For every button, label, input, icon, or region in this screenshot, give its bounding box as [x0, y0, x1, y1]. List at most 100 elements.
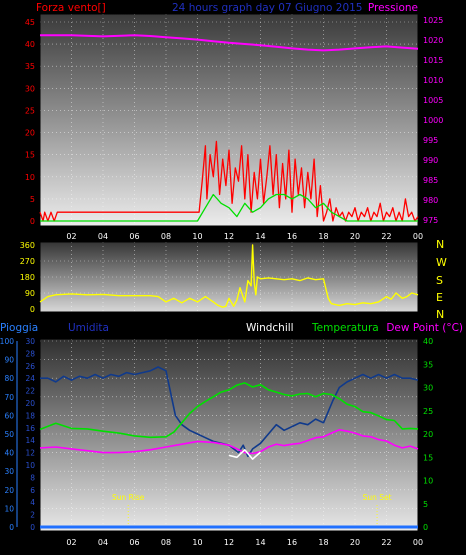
x-tick-label: 12 — [224, 538, 234, 547]
direction-tick-label: 270 — [20, 257, 35, 266]
data-series — [39, 34, 419, 529]
temp-tick-label: 15 — [423, 453, 433, 462]
rain-axis-title: Pioggia — [0, 322, 38, 334]
direction-tick-label: 90 — [25, 289, 35, 298]
direction-tick-label: 180 — [20, 273, 35, 282]
rain-tick-label: 80 — [4, 374, 14, 383]
x-tick-label: 00 — [413, 538, 423, 547]
x-tick-label: 04 — [98, 538, 108, 547]
temp-tick-label: 35 — [423, 360, 433, 369]
humidity-tick-label: 24 — [25, 374, 35, 383]
x-tick-label: 18 — [318, 232, 328, 241]
x-tick-label: 02 — [66, 232, 76, 241]
x-tick-label: 14 — [255, 232, 265, 241]
direction-tick-label: 0 — [30, 305, 35, 314]
temp-tick-label: 30 — [423, 384, 433, 393]
humidity-tick-label: 2 — [30, 511, 35, 520]
x-tick-label: 10 — [192, 232, 202, 241]
temperature-legend: Temperatura — [311, 322, 379, 334]
humidity-tick-label: 28 — [25, 349, 35, 358]
x-tick-label: 10 — [192, 538, 202, 547]
wind-tick-label: 0 — [30, 217, 35, 226]
series-magenta-line — [40, 34, 419, 52]
wind-tick-label: 5 — [30, 195, 35, 204]
wind-tick-label: 10 — [25, 173, 35, 182]
series-windchill-line — [228, 449, 262, 460]
pressure-tick-label: 990 — [423, 156, 438, 165]
x-tick-label: 08 — [161, 538, 171, 547]
series-temperatura-line — [39, 382, 419, 439]
temp-tick-label: 40 — [423, 337, 433, 346]
windchill-legend: Windchill — [246, 322, 294, 334]
humidity-tick-label: 26 — [25, 362, 35, 371]
x-tick-label: 14 — [255, 538, 265, 547]
x-tick-label: 20 — [350, 538, 360, 547]
x-tick-label: 22 — [381, 232, 391, 241]
pressure-tick-label: 1020 — [423, 36, 443, 45]
humidity-tick-label: 18 — [25, 411, 35, 420]
sun-marker-label: Sun Set — [363, 493, 392, 502]
wind-tick-label: 40 — [25, 40, 35, 49]
dewpoint-legend: Dew Point (°C) — [386, 322, 463, 334]
humidity-axis-title: Umidita — [68, 322, 109, 334]
wind-tick-label: 45 — [25, 18, 35, 27]
series-dew-point-line — [39, 429, 419, 455]
compass-s: S — [436, 274, 443, 287]
pressure-tick-label: 1025 — [423, 16, 443, 25]
plot-frame — [39, 241, 419, 313]
humidity-tick-label: 10 — [25, 461, 35, 470]
plot-frame — [39, 13, 419, 227]
series-umidita-line — [40, 366, 419, 458]
rain-tick-label: 10 — [4, 504, 14, 513]
x-tick-label: 20 — [350, 232, 360, 241]
humidity-tick-label: 12 — [25, 449, 35, 458]
rain-tick-label: 0 — [9, 523, 14, 532]
pressure-tick-label: 980 — [423, 196, 438, 205]
rain-tick-label: 90 — [4, 356, 14, 365]
temp-tick-label: 20 — [423, 430, 433, 439]
humidity-tick-label: 22 — [25, 387, 35, 396]
x-tick-label: 06 — [129, 232, 139, 241]
wind-direction-line — [39, 244, 419, 308]
temp-tick-label: 5 — [423, 500, 428, 509]
x-tick-label: 22 — [381, 538, 391, 547]
series-red-line — [39, 140, 419, 222]
wind-direction-plot — [40, 242, 418, 312]
x-tick-label: 04 — [98, 232, 108, 241]
compass-e: E — [436, 291, 443, 304]
rain-tick-label: 100 — [0, 337, 14, 346]
rain-tick-label: 70 — [4, 393, 14, 402]
wind-tick-label: 35 — [25, 62, 35, 71]
direction-tick-label: 360 — [20, 241, 35, 250]
temp-tick-label: 25 — [423, 407, 433, 416]
tick-labels: 0510152025303540459759809859909951000100… — [0, 16, 443, 547]
rain-tick-label: 20 — [4, 486, 14, 495]
x-tick-label: 06 — [129, 538, 139, 547]
compass-n-bottom: N — [436, 308, 444, 321]
humidity-tick-label: 0 — [30, 523, 35, 532]
humidity-tick-label: 6 — [30, 486, 35, 495]
x-tick-label: 12 — [224, 232, 234, 241]
wind-tick-label: 30 — [25, 84, 35, 93]
pressure-tick-label: 995 — [423, 136, 438, 145]
pressure-tick-label: 1010 — [423, 76, 443, 85]
pressure-tick-label: 1000 — [423, 116, 443, 125]
compass-n-top: N — [436, 238, 444, 251]
humidity-tick-label: 20 — [25, 399, 35, 408]
temp-tick-label: 0 — [423, 523, 428, 532]
sun-annotations: Sun Rise Sun Set — [112, 493, 392, 524]
chart-title: 24 hours graph day 07 Giugno 2015 — [172, 2, 363, 14]
x-tick-label: 02 — [66, 538, 76, 547]
rain-tick-label: 60 — [4, 411, 14, 420]
wind-tick-label: 25 — [25, 106, 35, 115]
x-tick-label: 00 — [413, 232, 423, 241]
pressure-tick-label: 1015 — [423, 56, 443, 65]
humidity-tick-label: 14 — [25, 436, 35, 445]
humidity-tick-label: 16 — [25, 424, 35, 433]
humidity-tick-label: 30 — [25, 337, 35, 346]
grid-lines — [16, 13, 419, 532]
pressure-tick-label: 975 — [423, 216, 438, 225]
rain-tick-label: 50 — [4, 430, 14, 439]
x-tick-label: 16 — [287, 232, 297, 241]
